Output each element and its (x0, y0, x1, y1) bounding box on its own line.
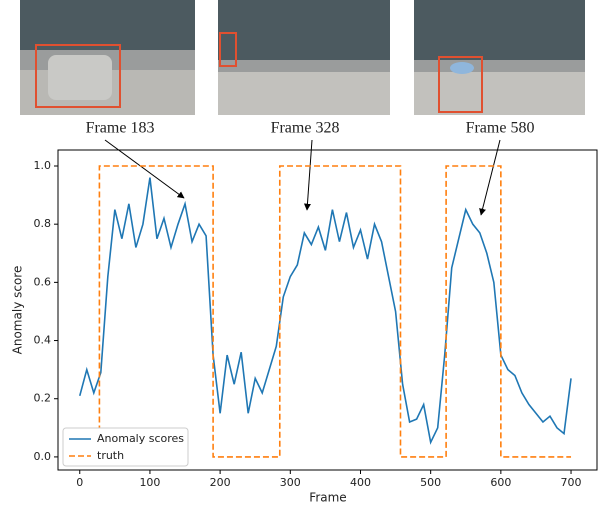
legend: Anomaly scores truth (62, 427, 189, 467)
y-tick-label: 1.0 (34, 159, 52, 172)
annotation-arrow (303, 139, 313, 211)
y-tick-label: 0.8 (34, 217, 52, 230)
plot-frame (57, 149, 598, 471)
legend-box (62, 427, 189, 467)
annotation: Frame 183 (86, 120, 155, 137)
x-tick-label: 500 (420, 476, 441, 489)
x-tick-label: 0 (76, 476, 83, 489)
photo (414, 0, 585, 115)
x-axis-label: Frame (309, 491, 346, 505)
y-tick-label: 0.4 (34, 334, 52, 347)
series-line (78, 177, 572, 445)
x-tick-label: 600 (490, 476, 511, 489)
x-tick-label: 100 (139, 476, 160, 489)
legend-label: Anomaly scores (97, 432, 184, 445)
legend-label: truth (97, 449, 124, 462)
y-axis-label: Anomaly score (11, 266, 25, 355)
photo (20, 0, 195, 115)
x-tick-label: 700 (561, 476, 582, 489)
annotation-arrow (479, 139, 501, 216)
x-tick-label: 400 (350, 476, 371, 489)
x-tick-label: 200 (210, 476, 231, 489)
y-tick-label: 0.6 (34, 275, 52, 288)
annotation: Frame 580 (466, 120, 535, 137)
y-tick-label: 0.0 (34, 450, 52, 463)
annotation: Frame 328 (271, 120, 340, 137)
photo (218, 0, 390, 115)
series-line (79, 165, 572, 458)
annotation-arrow (104, 139, 185, 199)
y-tick-label: 0.2 (34, 392, 52, 405)
x-tick-label: 300 (280, 476, 301, 489)
